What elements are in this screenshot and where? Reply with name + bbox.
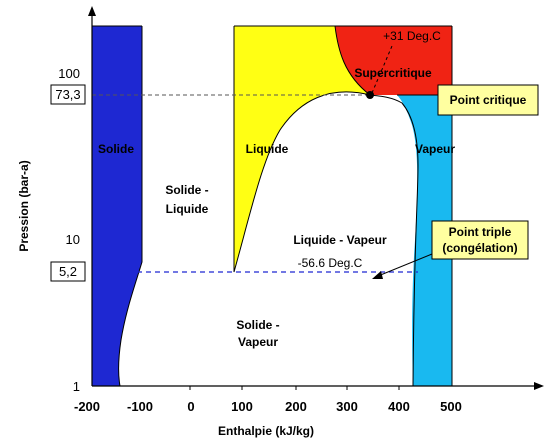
x-tick-label: 200 [285, 399, 307, 414]
triple-temp-label: -56.6 Deg.C [298, 256, 363, 270]
y-tick-label: 100 [58, 66, 80, 81]
critical-point-callout-text: Point critique [450, 93, 527, 107]
solid-liquid-label: Solide - [165, 183, 208, 197]
liquid-region-outline [233, 26, 419, 387]
x-tick-label: 100 [231, 399, 253, 414]
supercritical-region [335, 26, 452, 95]
x-tick-label: -100 [127, 399, 153, 414]
critical-pressure-box [50, 84, 86, 105]
y-axis-title: Pression (bar-a) [17, 160, 31, 251]
y-tick-label: 10 [66, 232, 80, 247]
triple-pressure-box [50, 261, 86, 282]
solid-vapor-label: Solide - [236, 318, 279, 332]
solid-region-outline [118, 26, 143, 387]
critical-point-marker [366, 91, 374, 99]
x-tick-label: 0 [187, 399, 194, 414]
x-tick-label: 400 [388, 399, 410, 414]
x-axis-arrow [534, 382, 544, 390]
y-tick-label: 1 [73, 379, 80, 394]
vapor-label: Vapeur [415, 142, 455, 156]
x-tick-label: 500 [440, 399, 462, 414]
critical-temp-label: +31 Deg.C [383, 29, 441, 43]
critical-isotherm [334, 25, 371, 96]
x-axis-title: Enthalpie (kJ/kg) [218, 424, 314, 438]
triple-point-callout-text: Point triple [449, 225, 512, 239]
x-tick-label: -200 [74, 399, 100, 414]
triple-point-callout-text: (congélation) [442, 241, 517, 255]
critical-pressure-value: 73,3 [55, 87, 80, 102]
triple-pressure-value: 5,2 [59, 264, 77, 279]
solid-vapor-label: Vapeur [238, 335, 278, 349]
triple-point-callout [431, 220, 529, 260]
liquid-region [234, 26, 370, 272]
solid-label: Solide [98, 142, 134, 156]
x-tick-label: 300 [336, 399, 358, 414]
supercritical-label: Supercritique [354, 66, 432, 80]
solid-region [92, 26, 142, 386]
liquid-vapor-label: Liquide - Vapeur [293, 233, 387, 247]
vapor-region [397, 95, 452, 386]
solid-liquid-label: Liquide [166, 202, 209, 216]
critical-point-callout [437, 84, 539, 116]
y-axis-arrow [88, 6, 96, 16]
triple-point-arrow [377, 253, 433, 277]
triple-point-arrowhead [372, 271, 383, 279]
critical-temp-leader [371, 45, 393, 94]
liquid-label: Liquide [246, 142, 289, 156]
